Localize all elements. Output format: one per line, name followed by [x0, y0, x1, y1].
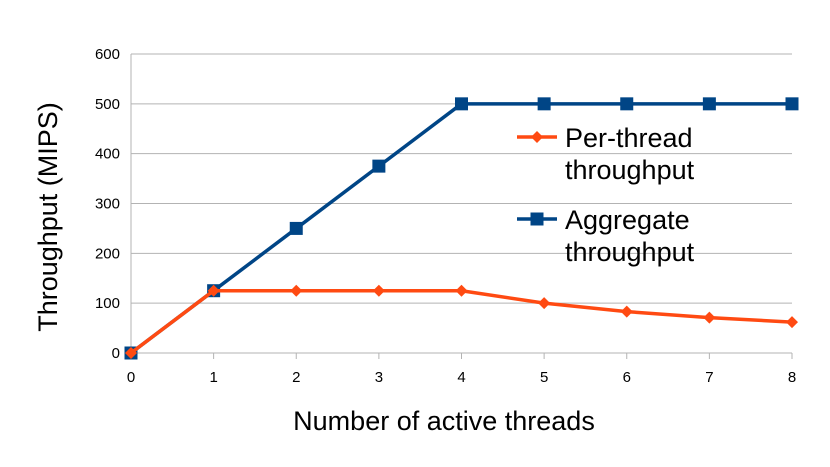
per-thread-point	[620, 305, 633, 318]
per-thread-point	[538, 297, 551, 310]
legend-label: throughput	[565, 237, 695, 267]
legend-label: Aggregate	[565, 205, 690, 235]
x-axis-title: Number of active threads	[293, 406, 595, 436]
aggregate-point	[455, 97, 468, 111]
x-tick-label: 0	[127, 369, 135, 386]
legend-swatch-marker	[530, 212, 544, 226]
per-thread-point	[703, 311, 716, 324]
y-tick-label: 300	[95, 196, 120, 213]
y-tick-label: 400	[95, 146, 120, 163]
aggregate-point	[537, 97, 551, 111]
series-layer	[124, 97, 799, 360]
x-tick-label: 1	[209, 369, 217, 386]
y-tick-label: 500	[95, 96, 120, 113]
per-thread-point	[372, 284, 385, 297]
y-tick-label: 0	[112, 345, 120, 362]
per-thread-series	[125, 284, 798, 359]
x-tick-label: 5	[540, 369, 548, 386]
tick-label-layer: 0 100 200 300 400 500 600 0 1 2 3 4 5 6 7 8	[95, 46, 796, 386]
x-tick-label: 3	[375, 369, 383, 386]
y-tick-label: 100	[95, 295, 120, 312]
per-thread-point	[125, 347, 137, 359]
legend-label: Per-thread	[565, 123, 693, 153]
legend-label: throughput	[565, 155, 695, 185]
per-thread-point	[455, 284, 468, 297]
aggregate-point	[702, 97, 716, 111]
aggregate-point	[372, 159, 386, 173]
aggregate-point	[620, 97, 634, 111]
per-thread-point	[290, 284, 303, 297]
y-tick-label: 200	[95, 245, 120, 262]
per-thread-line	[129, 288, 793, 355]
aggregate-series	[124, 97, 799, 360]
aggregate-point	[289, 221, 303, 235]
y-axis-title: Throughput (MIPS)	[33, 102, 63, 332]
x-tick-label: 2	[292, 369, 300, 386]
x-tick-label: 6	[623, 369, 631, 386]
x-tick-label: 7	[705, 369, 713, 386]
x-tick-label: 8	[788, 369, 796, 386]
x-tick-label: 4	[457, 369, 465, 386]
per-thread-point	[786, 316, 798, 329]
aggregate-point	[785, 97, 799, 111]
legend-swatch-marker	[531, 131, 543, 143]
per-thread-point	[207, 284, 220, 297]
axis-layer	[130, 54, 793, 359]
y-tick-label: 600	[95, 46, 120, 63]
